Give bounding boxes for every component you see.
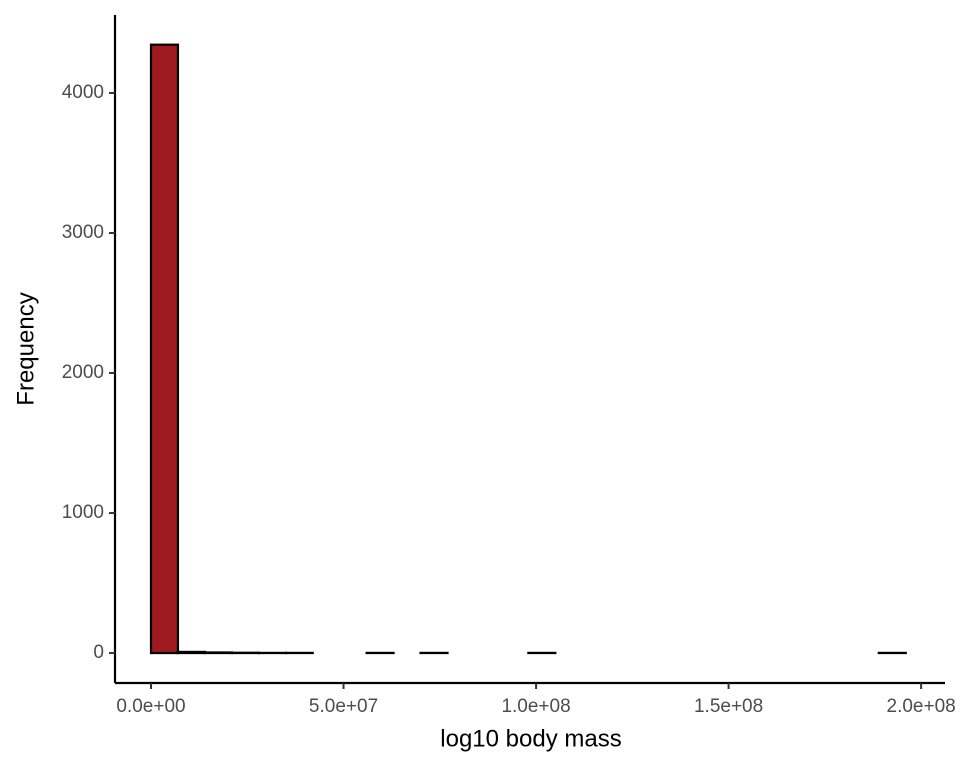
bar bbox=[176, 650, 207, 655]
x-tick-label: 5.0e+07 bbox=[309, 696, 378, 717]
y-tick-label: 0 bbox=[93, 642, 104, 663]
x-tick-label: 2.0e+08 bbox=[887, 696, 956, 717]
x-tick-label: 1.0e+08 bbox=[501, 696, 570, 717]
bar bbox=[203, 651, 233, 655]
y-tick-label: 3000 bbox=[62, 222, 104, 243]
bar bbox=[149, 43, 180, 655]
x-tick-label: 1.5e+08 bbox=[694, 696, 763, 717]
y-tick-label: 2000 bbox=[62, 362, 104, 383]
x-axis-title: log10 body mass bbox=[440, 725, 621, 752]
y-tick-label: 1000 bbox=[62, 502, 104, 523]
y-axis-title: Frequency bbox=[12, 292, 39, 405]
y-tick-label: 4000 bbox=[62, 82, 104, 103]
x-tick-label: 0.0e+00 bbox=[116, 696, 185, 717]
